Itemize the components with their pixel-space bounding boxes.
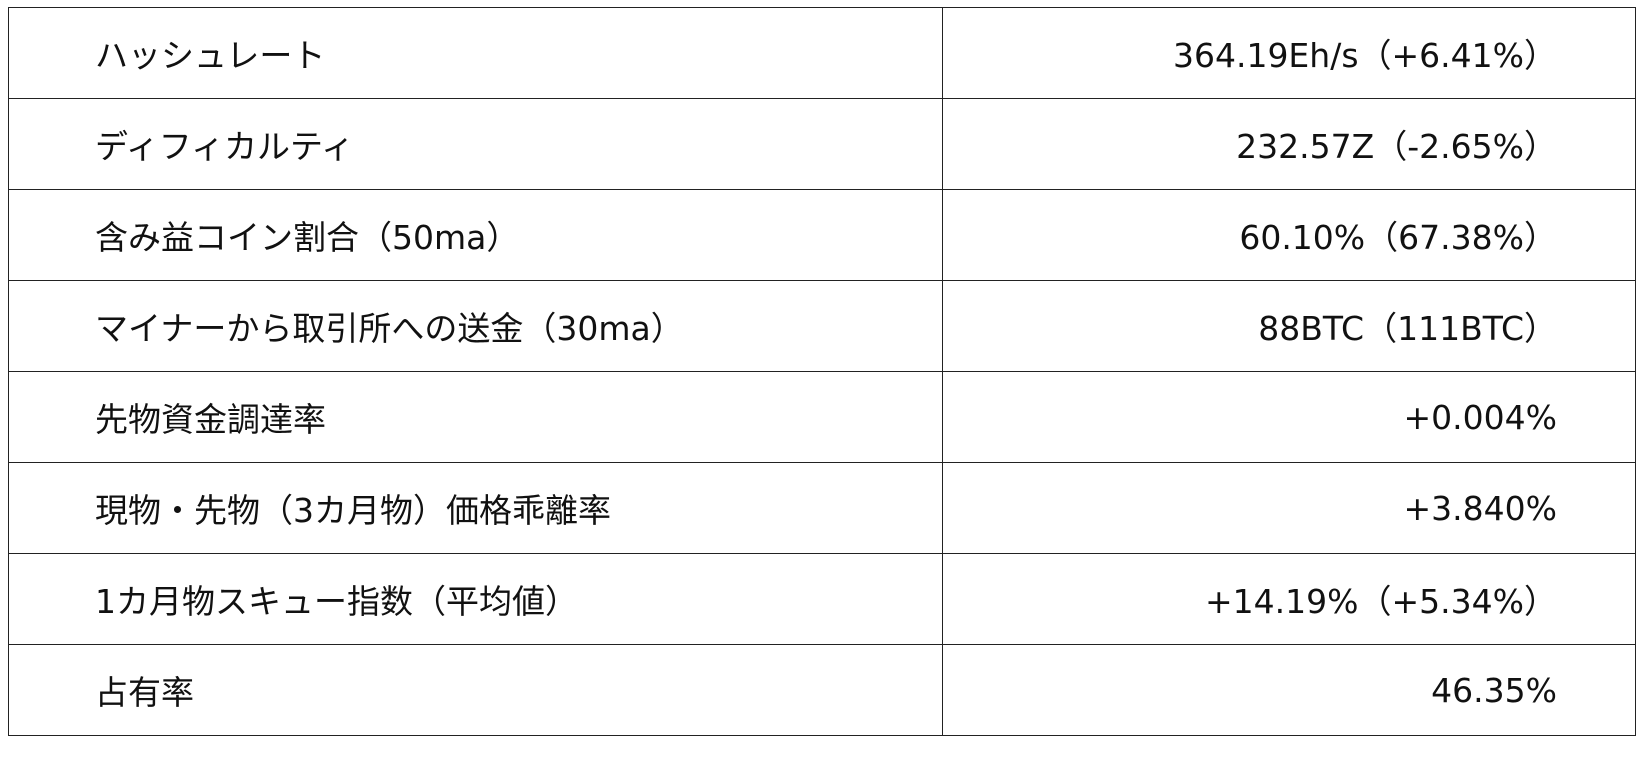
table-row: 含み益コイン割合（50ma） 60.10%（67.38%） [8,189,1636,281]
table-row: 現物・先物（3カ月物）価格乖離率 +3.840% [8,462,1636,554]
table-row: マイナーから取引所への送金（30ma） 88BTC（111BTC） [8,280,1636,372]
table-row: 先物資金調達率 +0.004% [8,371,1636,463]
metric-label: ディフィカルティ [8,98,943,190]
metric-label: 含み益コイン割合（50ma） [8,189,943,281]
table-row: 占有率 46.35% [8,644,1636,736]
table-row: ハッシュレート 364.19Eh/s（+6.41%） [8,7,1636,99]
metric-label: 現物・先物（3カ月物）価格乖離率 [8,462,943,554]
metric-value: +14.19%（+5.34%） [942,553,1636,645]
metric-value: 232.57Z（-2.65%） [942,98,1636,190]
metric-value: +0.004% [942,371,1636,463]
metric-value: +3.840% [942,462,1636,554]
metric-label: マイナーから取引所への送金（30ma） [8,280,943,372]
metric-value: 46.35% [942,644,1636,736]
metric-label: 占有率 [8,644,943,736]
metric-label: 先物資金調達率 [8,371,943,463]
table-row: 1カ月物スキュー指数（平均値） +14.19%（+5.34%） [8,553,1636,645]
metric-label: 1カ月物スキュー指数（平均値） [8,553,943,645]
metric-value: 88BTC（111BTC） [942,280,1636,372]
metric-value: 60.10%（67.38%） [942,189,1636,281]
metric-value: 364.19Eh/s（+6.41%） [942,7,1636,99]
metrics-table: ハッシュレート 364.19Eh/s（+6.41%） ディフィカルティ 232.57… [8,7,1636,736]
table-row: ディフィカルティ 232.57Z（-2.65%） [8,98,1636,190]
metric-label: ハッシュレート [8,7,943,99]
